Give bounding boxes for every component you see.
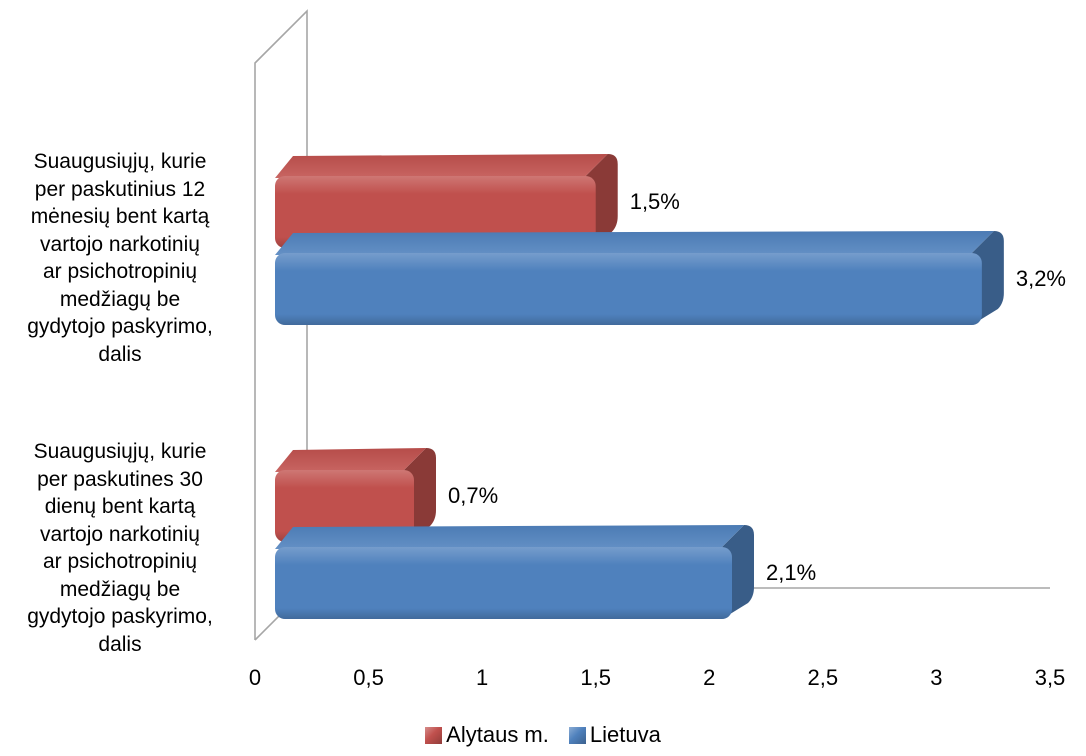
category-label: Suaugusiųjų, kurie per paskutinius 12 mėne… (0, 148, 240, 368)
legend-item: Alytaus m. (425, 722, 549, 748)
bar-front-face (275, 547, 732, 619)
category-label-line: vartojo narkotinių (40, 522, 200, 546)
category-label-line: ar psichotropinių (42, 550, 198, 573)
category-label: Suaugusiųjų, kurie per paskutines 30 dienų… (0, 438, 240, 658)
x-tick-label: 0,5 (353, 665, 384, 690)
bar-top-face (275, 448, 426, 472)
category-label-line: Suaugusiųjų, kurie (33, 440, 207, 463)
legend-label: Alytaus m. (446, 722, 549, 747)
category-label-line: gydytojo paskyrimo, (27, 605, 213, 628)
category-label-line: per paskutines 30 (37, 467, 203, 491)
x-tick-label: 1,5 (580, 665, 611, 690)
category-label-line: dalis (98, 342, 142, 366)
category-label-line: gydytojo paskyrimo, (27, 315, 213, 338)
category-label-line: vartojo narkotinių (40, 232, 200, 256)
category-label-line: ar psichotropinių (42, 260, 198, 283)
data-label: 3,2% (1016, 266, 1066, 291)
x-tick-label: 0 (249, 665, 261, 690)
data-label: 1,5% (630, 189, 680, 214)
bar-front-face (275, 470, 414, 542)
x-tick-label: 2,5 (808, 665, 839, 690)
bar-top-face (275, 525, 744, 549)
x-tick-label: 3 (930, 665, 942, 690)
category-label-line: mėnesių bent kartą (30, 205, 210, 228)
category-label-line: medžiagų be (59, 577, 181, 601)
x-tick-label: 2 (703, 665, 715, 690)
bar-front-face (275, 176, 596, 248)
bar-top-face (275, 231, 994, 255)
category-label-line: medžiagų be (59, 287, 181, 311)
x-tick-label: 1 (476, 665, 488, 690)
x-axis-ticks: 0 0,5 1 1,5 2 2,5 3 3,5 (249, 665, 1065, 690)
x-tick-label: 3,5 (1035, 665, 1066, 690)
bar-top-face (275, 154, 608, 178)
data-label: 0,7% (448, 483, 498, 508)
legend-swatch (568, 726, 586, 744)
bar: 0,7% (275, 448, 498, 542)
bar-front-face (275, 253, 982, 325)
legend-label: Lietuva (589, 722, 661, 747)
category-label-line: Suaugusiųjų, kurie (33, 150, 207, 173)
category-label-line: dalis (98, 632, 142, 656)
bar: 2,1% (275, 525, 816, 619)
bar: 3,2% (275, 231, 1066, 325)
bar-group: 1,5% 3,2% 0,7% 2,1% (275, 154, 1066, 619)
category-label-line: dienų bent kartą (44, 495, 196, 518)
category-label-line: per paskutinius 12 (34, 177, 206, 201)
legend: Alytaus m. Lietuva (0, 722, 1086, 748)
legend-item: Lietuva (568, 722, 661, 748)
data-label: 2,1% (766, 560, 816, 585)
legend-swatch (425, 726, 443, 744)
bar: 1,5% (275, 154, 680, 248)
